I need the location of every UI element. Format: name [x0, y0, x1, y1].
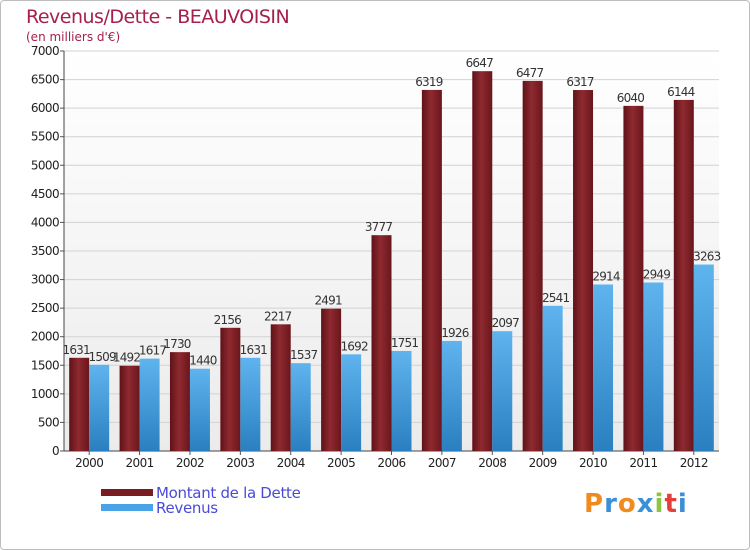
y-tick-label: 6500	[31, 73, 59, 87]
data-label-revenus: 1440	[189, 354, 217, 368]
data-label-dette: 6317	[566, 75, 594, 89]
y-tick-label: 1500	[31, 358, 59, 372]
data-label-revenus: 1537	[290, 348, 318, 362]
logo-letter: i	[654, 489, 665, 519]
x-tick-label: 2005	[327, 456, 355, 470]
bar-dette	[573, 90, 594, 452]
data-label-dette: 2217	[264, 309, 292, 323]
logo-letter: t	[664, 489, 678, 519]
legend-swatch-dette	[101, 489, 153, 496]
x-tick-label: 2002	[176, 456, 204, 470]
data-label-dette: 6477	[516, 66, 544, 80]
bar-dette	[169, 352, 190, 451]
bar-revenus	[341, 354, 362, 451]
y-tick-label: 4000	[31, 215, 59, 229]
data-label-revenus: 2541	[542, 291, 570, 305]
chart-title: Revenus/Dette - BEAUVOISIN	[26, 6, 290, 28]
y-tick-label: 0	[52, 444, 59, 458]
bar-dette	[69, 357, 90, 451]
x-tick-label: 2000	[75, 456, 103, 470]
x-tick-label: 2010	[579, 456, 607, 470]
x-tick-label: 2012	[680, 456, 708, 470]
bar-dette	[673, 99, 694, 452]
y-tick-label: 3500	[31, 244, 59, 258]
bar-revenus	[391, 350, 412, 451]
data-label-dette: 1492	[113, 351, 141, 365]
data-label-revenus: 1631	[240, 343, 268, 357]
x-tick-label: 2006	[377, 456, 405, 470]
bar-revenus	[189, 368, 210, 451]
bar-dette	[472, 71, 493, 452]
data-label-dette: 1631	[63, 343, 91, 357]
y-tick-label: 6000	[31, 101, 59, 115]
legend-swatch-revenus	[101, 504, 153, 511]
data-label-revenus: 1751	[391, 336, 419, 350]
data-label-dette: 2156	[214, 313, 242, 327]
bar-revenus	[492, 331, 513, 451]
chart-subtitle: (en milliers d'€)	[26, 30, 121, 44]
x-tick-label: 2011	[629, 456, 657, 470]
data-label-revenus: 2097	[492, 316, 520, 330]
bar-revenus	[441, 340, 462, 451]
bar-dette	[421, 89, 442, 452]
bar-dette	[270, 324, 291, 451]
bar-revenus	[643, 282, 664, 451]
data-label-revenus: 3263	[693, 250, 721, 264]
data-label-dette: 6319	[415, 75, 443, 89]
bar-dette	[623, 105, 644, 451]
y-tick-label: 5000	[31, 158, 59, 172]
y-tick-label: 5500	[31, 130, 59, 144]
x-tick-label: 2008	[478, 456, 506, 470]
bar-revenus	[693, 264, 714, 451]
logo-letter: P	[584, 489, 605, 519]
data-label-revenus: 1692	[340, 339, 368, 353]
bar-dette	[119, 365, 140, 451]
y-tick-label: 500	[38, 415, 59, 429]
y-tick-label: 4500	[31, 187, 59, 201]
bar-dette	[371, 235, 392, 451]
bar-revenus	[240, 357, 261, 451]
bar-revenus	[89, 364, 110, 451]
y-tick-label: 2500	[31, 301, 59, 315]
bar-dette	[522, 80, 543, 451]
proxiti-logo: Proxiti	[584, 489, 688, 519]
logo-letter: x	[636, 489, 655, 519]
logo-letter: r	[604, 489, 618, 519]
data-label-revenus: 1509	[89, 350, 117, 364]
legend-label-revenus: Revenus	[156, 499, 218, 517]
data-label-revenus: 1617	[139, 344, 167, 358]
legend-label-dette: Montant de la Dette	[156, 484, 301, 502]
x-tick-label: 2007	[428, 456, 456, 470]
data-label-revenus: 2949	[643, 267, 671, 281]
x-tick-label: 2004	[277, 456, 305, 470]
bar-dette	[321, 308, 342, 451]
bar-revenus	[290, 363, 311, 451]
y-tick-label: 2000	[31, 330, 59, 344]
data-label-dette: 3777	[365, 220, 393, 234]
bar-revenus	[542, 305, 563, 451]
y-tick-label: 7000	[31, 44, 59, 58]
y-tick-label: 1000	[31, 387, 59, 401]
logo-letter: i	[677, 489, 688, 519]
data-label-dette: 6144	[667, 85, 695, 99]
logo-letter: o	[617, 489, 637, 519]
bar-dette	[220, 327, 241, 451]
x-tick-label: 2003	[226, 456, 254, 470]
x-tick-label: 2001	[126, 456, 154, 470]
data-label-revenus: 2914	[592, 269, 620, 283]
data-label-revenus: 1926	[441, 326, 469, 340]
data-label-dette: 1730	[163, 337, 191, 351]
bar-revenus	[593, 284, 614, 451]
x-tick-label: 2009	[529, 456, 557, 470]
data-label-dette: 6040	[617, 91, 645, 105]
data-label-dette: 2491	[314, 294, 342, 308]
bar-revenus	[139, 358, 160, 451]
data-label-dette: 6647	[466, 56, 494, 70]
y-tick-label: 3000	[31, 273, 59, 287]
